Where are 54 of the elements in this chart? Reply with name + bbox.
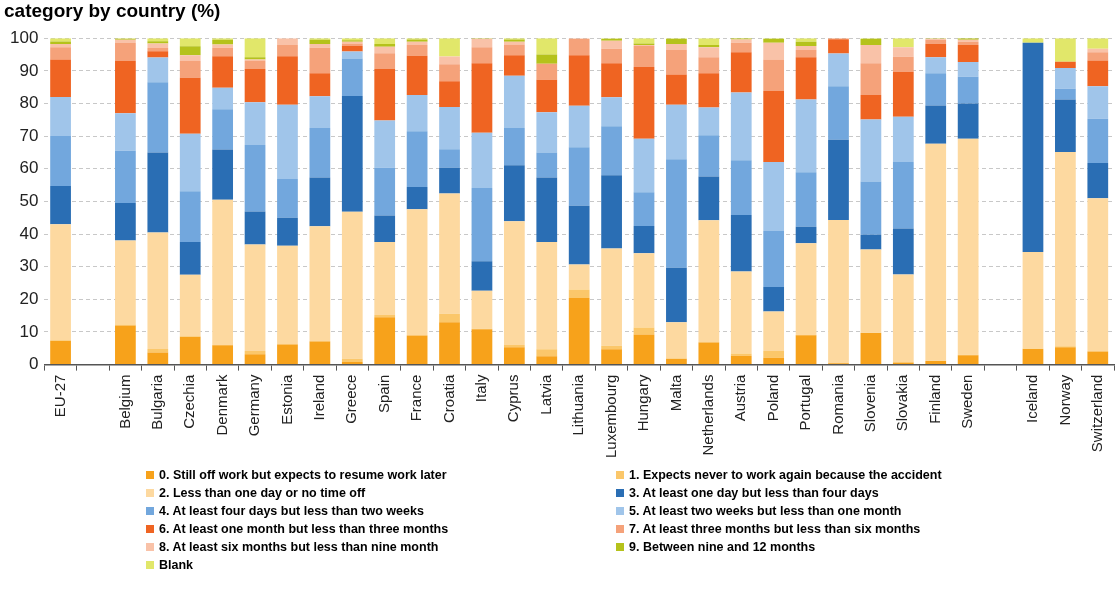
x-tick-label: Estonia — [277, 373, 295, 425]
legend-label: Blank — [159, 558, 194, 572]
x-tick-label: Sweden — [958, 374, 976, 429]
x-tick-label: Austria — [731, 373, 749, 422]
x-tick-label: Czechia — [180, 373, 198, 429]
x-tick-label: Denmark — [212, 374, 230, 436]
x-tick-label: EU-27 — [50, 374, 68, 418]
x-tick-label: Finland — [925, 374, 943, 424]
legend-label: 3. At least one day but less than four days — [629, 486, 879, 500]
y-tick-label: 80 — [19, 93, 39, 113]
x-tick-label: Malta — [666, 373, 684, 412]
legend-label: 6. At least one month but less than three months — [159, 522, 449, 536]
x-tick-label: France — [407, 374, 425, 422]
legend-label: 8. At least six months but less than nine month — [159, 540, 439, 554]
x-tick-label: Romania — [828, 373, 846, 435]
x-tick-label: Luxembourg — [601, 374, 619, 458]
legend-label: 7. At least three months but less than six months — [629, 522, 921, 536]
x-tick-label: Belgium — [115, 374, 133, 429]
y-tick-label: 10 — [19, 321, 39, 341]
y-tick-label: 60 — [19, 158, 39, 178]
y-tick-label: 100 — [9, 27, 39, 47]
x-tick-label: Latvia — [536, 373, 554, 415]
x-tick-label: Bulgaria — [147, 373, 165, 430]
y-tick-label: 40 — [19, 223, 39, 243]
x-tick-label: Portugal — [796, 374, 814, 431]
legend-label: 0. Still off work but expects to resume work later — [159, 468, 447, 482]
x-tick-label: Netherlands — [698, 374, 716, 456]
legend-label: 1. Expects never to work again because the accident — [629, 468, 942, 482]
x-tick-label: Lithuania — [569, 373, 587, 436]
x-tick-label: Slovakia — [893, 373, 911, 432]
x-tick-label: Germany — [245, 374, 263, 437]
legend-label: 4. At least four days but less than two weeks — [159, 504, 424, 518]
legend-label: 2. Less than one day or no time off — [159, 486, 366, 500]
x-tick-label: Poland — [763, 374, 781, 422]
y-tick-label: 90 — [19, 60, 39, 80]
x-tick-label: Switzerland — [1087, 374, 1105, 453]
legend-label: 5. At least two weeks but less than one month — [629, 504, 902, 518]
x-tick-label: Norway — [1055, 374, 1073, 426]
x-tick-label: Ireland — [310, 374, 328, 421]
y-tick-label: 30 — [19, 256, 39, 276]
x-tick-label: Croatia — [439, 373, 457, 423]
x-tick-label: Greece — [342, 374, 360, 424]
x-tick-label: Slovenia — [861, 373, 879, 433]
y-tick-label: 0 — [28, 354, 39, 374]
x-tick-label: Spain — [374, 374, 392, 413]
x-tick-label: Cyprus — [504, 374, 522, 423]
y-tick-label: 20 — [19, 289, 39, 309]
y-tick-label: 70 — [19, 125, 39, 145]
x-tick-label: Italy — [472, 374, 490, 403]
x-tick-label: Iceland — [1023, 374, 1041, 423]
y-tick-label: 50 — [19, 191, 39, 211]
x-tick-label: Hungary — [634, 374, 652, 432]
legend-label: 9. Between nine and 12 months — [629, 540, 816, 554]
chart-title: category by country (%) — [4, 0, 221, 22]
